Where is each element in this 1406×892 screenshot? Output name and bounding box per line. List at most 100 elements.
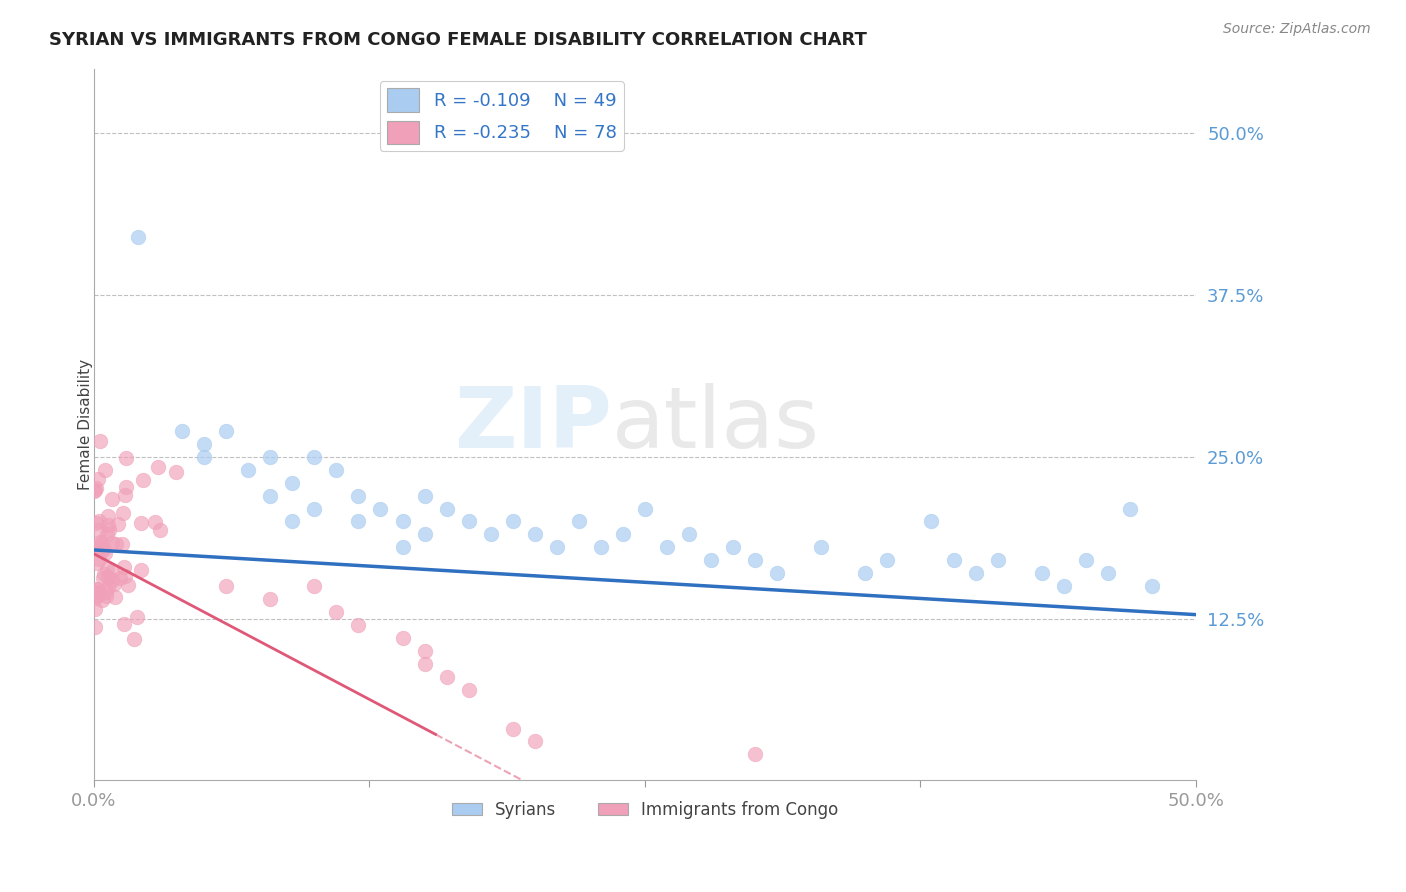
Point <box>117 577 139 591</box>
Point <box>114 451 136 466</box>
Point <box>83 483 105 498</box>
Point <box>942 553 965 567</box>
Point <box>104 590 127 604</box>
Point <box>1074 553 1097 567</box>
Point <box>108 571 131 585</box>
Point <box>1119 501 1142 516</box>
Point <box>281 475 304 490</box>
Point <box>721 541 744 555</box>
Point <box>325 463 347 477</box>
Point <box>91 543 114 558</box>
Point <box>83 585 105 599</box>
Point <box>413 527 436 541</box>
Point <box>678 527 700 541</box>
Point <box>853 566 876 581</box>
Text: Source: ZipAtlas.com: Source: ZipAtlas.com <box>1223 22 1371 37</box>
Point <box>87 472 110 486</box>
Point <box>744 747 766 762</box>
Point <box>457 515 479 529</box>
Point <box>129 516 152 530</box>
Point <box>347 489 370 503</box>
Point <box>91 541 114 555</box>
Point <box>84 582 107 596</box>
Point <box>94 463 117 477</box>
Point <box>107 516 129 531</box>
Point <box>97 517 120 532</box>
Point <box>94 590 117 604</box>
Point <box>94 546 117 560</box>
Point <box>744 553 766 567</box>
Legend: Syrians, Immigrants from Congo: Syrians, Immigrants from Congo <box>444 794 845 825</box>
Point <box>87 552 110 566</box>
Point <box>87 515 110 529</box>
Point <box>91 535 114 549</box>
Point <box>259 592 281 607</box>
Point <box>370 501 392 516</box>
Point <box>193 437 215 451</box>
Point <box>876 553 898 567</box>
Point <box>347 515 370 529</box>
Point <box>112 616 135 631</box>
Point <box>479 527 502 541</box>
Point <box>391 631 413 645</box>
Point <box>89 523 111 537</box>
Point <box>124 632 146 646</box>
Point <box>103 576 125 591</box>
Y-axis label: Female Disability: Female Disability <box>79 359 93 490</box>
Point <box>634 501 657 516</box>
Text: ZIP: ZIP <box>454 383 612 466</box>
Point <box>413 489 436 503</box>
Point <box>94 585 117 599</box>
Point <box>165 465 187 479</box>
Point <box>105 537 128 551</box>
Point <box>87 588 110 602</box>
Point <box>413 657 436 671</box>
Point <box>96 526 118 541</box>
Point <box>87 585 110 599</box>
Point <box>1031 566 1053 581</box>
Point <box>413 644 436 658</box>
Point <box>523 734 546 748</box>
Point <box>568 515 591 529</box>
Point <box>84 602 107 616</box>
Point <box>87 582 110 596</box>
Point <box>766 566 789 581</box>
Point <box>810 541 832 555</box>
Point <box>391 541 413 555</box>
Point <box>127 229 149 244</box>
Point <box>86 538 108 552</box>
Point <box>502 515 524 529</box>
Point <box>101 564 124 578</box>
Point <box>238 463 260 477</box>
Point <box>96 562 118 576</box>
Point <box>965 566 987 581</box>
Point <box>127 610 149 624</box>
Point <box>84 516 107 531</box>
Text: atlas: atlas <box>612 383 820 466</box>
Point <box>502 722 524 736</box>
Point <box>114 569 136 583</box>
Point <box>589 541 612 555</box>
Point <box>304 450 326 464</box>
Point <box>215 424 238 438</box>
Point <box>259 489 281 503</box>
Point <box>84 591 107 605</box>
Point <box>132 473 155 487</box>
Point <box>259 450 281 464</box>
Point <box>193 450 215 464</box>
Point <box>143 515 166 529</box>
Point <box>91 571 114 585</box>
Point <box>83 541 105 555</box>
Point <box>1097 566 1119 581</box>
Point <box>83 620 105 634</box>
Point <box>91 593 114 607</box>
Point <box>97 580 120 594</box>
Point <box>612 527 634 541</box>
Point <box>97 509 120 524</box>
Point <box>97 570 120 584</box>
Point <box>281 515 304 529</box>
Point <box>84 481 107 495</box>
Point <box>89 535 111 549</box>
Point <box>987 553 1010 567</box>
Point <box>148 460 170 475</box>
